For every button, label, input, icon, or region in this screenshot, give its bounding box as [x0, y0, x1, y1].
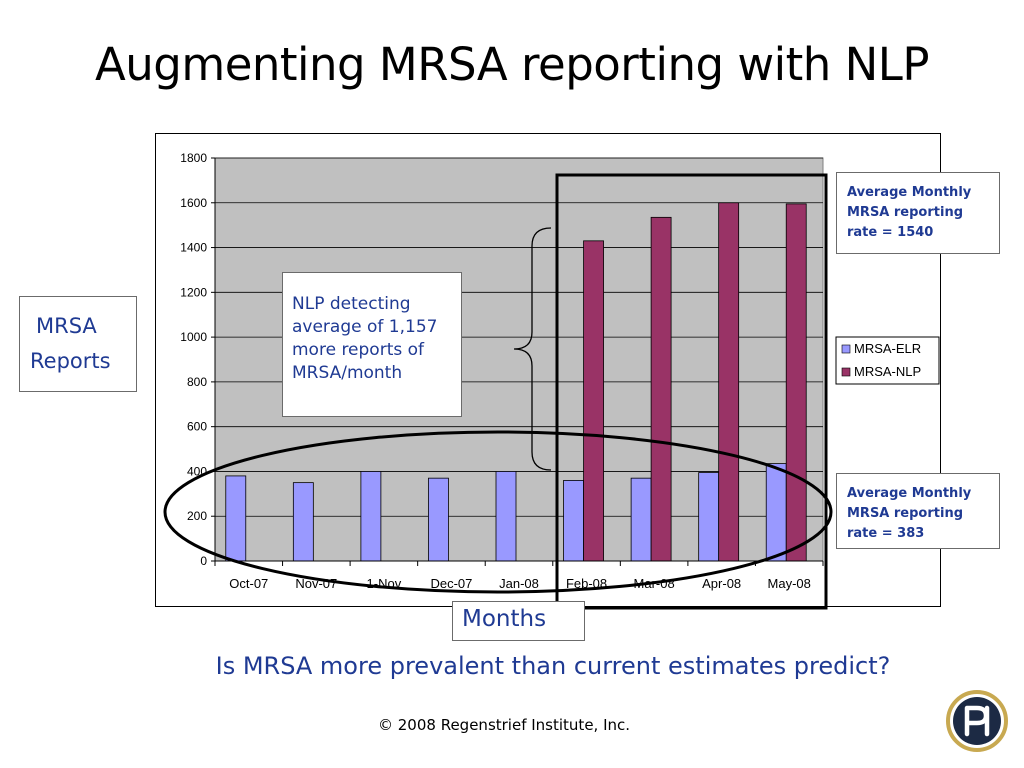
avg-elr-box: Average Monthly MRSA reporting rate = 38… — [836, 473, 1000, 549]
bar-elr — [630, 477, 652, 562]
x-tick-label: Apr-08 — [702, 576, 741, 591]
x-tick-label: Jan-08 — [499, 576, 539, 591]
bar-elr — [292, 482, 314, 562]
bar-elr — [495, 471, 517, 562]
copyright-text: © 2008 Regenstrief Institute, Inc. — [378, 716, 631, 734]
bar-elr — [698, 472, 720, 562]
bar-elr — [225, 475, 247, 562]
nlp-note-box: NLP detecting average of 1,157 more repo… — [282, 272, 462, 417]
y-axis-label-line1: MRSA — [36, 314, 97, 338]
x-axis-label-box: Months — [452, 601, 585, 641]
legend-box — [835, 336, 940, 385]
bar-nlp — [583, 240, 604, 562]
regenstrief-logo — [946, 690, 1008, 752]
bars — [225, 202, 807, 562]
bar-nlp — [718, 202, 740, 562]
x-tick-label: Dec-07 — [430, 576, 472, 591]
y-tick-label: 1600 — [180, 196, 207, 210]
bar-nlp — [785, 203, 807, 562]
legend-swatch-nlp — [841, 367, 851, 377]
y-tick-label: 200 — [187, 509, 207, 523]
avg-elr-text: Average Monthly MRSA reporting rate = 38… — [847, 486, 972, 541]
bar-elr — [360, 471, 382, 562]
y-tick-label: 1000 — [180, 330, 207, 344]
y-axis-label-line2: Reports — [30, 349, 111, 373]
x-tick-label: May-08 — [768, 576, 811, 591]
y-tick-label: 600 — [187, 420, 207, 434]
bar-elr — [563, 479, 584, 562]
bar-elr — [765, 463, 787, 562]
bar-nlp — [650, 216, 672, 562]
curly-brace — [513, 227, 552, 471]
y-tick-label: 1400 — [180, 241, 207, 255]
y-tick-label: 1200 — [180, 285, 207, 299]
nlp-highlight-rectangle — [555, 173, 828, 610]
legend-label-nlp: MRSA-NLP — [854, 364, 921, 379]
question-text: Is MRSA more prevalent than current esti… — [215, 652, 891, 680]
bar-elr — [428, 477, 449, 562]
x-tick-label: Oct-07 — [229, 576, 268, 591]
slide-title: Augmenting MRSA reporting with NLP — [94, 38, 930, 91]
y-tick-label: 0 — [200, 554, 207, 568]
nlp-note-text: NLP detecting average of 1,157 more repo… — [292, 294, 438, 383]
legend-swatch-elr — [841, 344, 851, 354]
legend-label-elr: MRSA-ELR — [854, 341, 921, 356]
y-tick-label: 1800 — [180, 151, 207, 165]
x-axis-ticks: Oct-07 Nov-07 1-Nov Dec-07 Jan-08 Feb-08 Mar-0… — [214, 561, 824, 591]
y-axis-label-box: MRSA Reports — [19, 296, 137, 392]
legend: MRSA-ELR MRSA-NLP — [835, 336, 940, 385]
y-tick-label: 800 — [187, 375, 207, 389]
elr-highlight-ellipse — [163, 430, 833, 594]
x-axis-label: Months — [462, 606, 547, 632]
avg-nlp-box: Average Monthly MRSA reporting rate = 15… — [836, 172, 1000, 254]
avg-nlp-text: Average Monthly MRSA reporting rate = 15… — [847, 185, 972, 240]
